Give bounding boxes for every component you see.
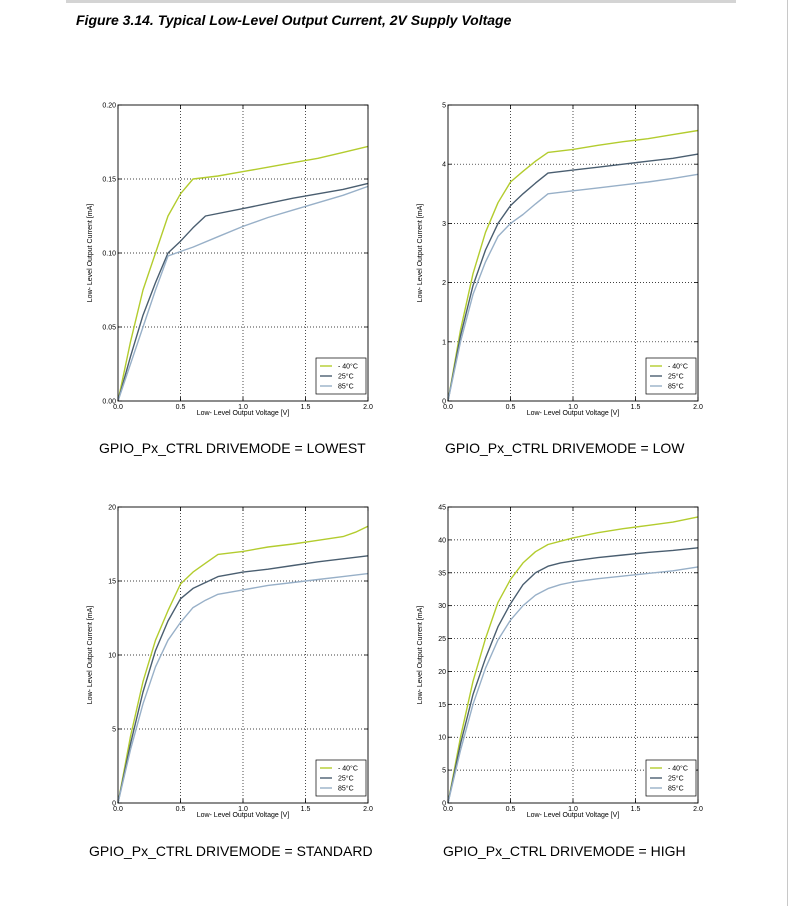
figure-title: Figure 3.14. Typical Low-Level Output Cu… <box>76 12 512 28</box>
grid-lowest <box>118 105 368 401</box>
legend-label-c25: 25°C <box>668 373 684 381</box>
y-tick-label: 5 <box>112 727 116 734</box>
x-tick-label: 1.5 <box>301 806 311 813</box>
series-line-c25-low <box>447 153 699 402</box>
y-tick-label: 35 <box>438 570 446 577</box>
y-axis-label: Low- Level Output Current [mA] <box>417 204 424 302</box>
y-tick-label: 15 <box>108 579 116 586</box>
x-axis-label: Low- Level Output Voltage [V] <box>527 410 620 417</box>
series-line-c25-lowest <box>117 182 369 402</box>
y-axis-label: Low- Level Output Current [mA] <box>87 606 94 704</box>
legend-lowest: - 40°C 25°C 85°C <box>315 357 367 395</box>
legend-label-c25: 25°C <box>668 775 684 783</box>
series-line-minus40-high <box>447 516 699 804</box>
x-tick-label: 1.0 <box>568 806 578 813</box>
series-line-c85-lowest <box>117 185 369 402</box>
series-line-c85-standard <box>117 572 369 804</box>
x-tick-label: 0.0 <box>443 806 453 813</box>
y-tick-label: 10 <box>108 653 116 660</box>
legend-low: - 40°C 25°C 85°C <box>645 357 697 395</box>
chart-caption-low: GPIO_Px_CTRL DRIVEMODE = LOW <box>445 440 685 456</box>
y-tick-label: 40 <box>438 537 446 544</box>
x-tick-label: 0.0 <box>113 404 123 411</box>
legend-label-c85: 85°C <box>338 383 354 391</box>
y-tick-label: 4 <box>442 162 446 169</box>
y-tick-label: 30 <box>438 603 446 610</box>
x-axis-label: Low- Level Output Voltage [V] <box>197 410 290 417</box>
y-tick-label: 0.00 <box>102 399 116 406</box>
x-axis-label: Low- Level Output Voltage [V] <box>197 812 290 819</box>
legend-label-c85: 85°C <box>668 383 684 391</box>
chart-caption-standard: GPIO_Px_CTRL DRIVEMODE = STANDARD <box>89 843 373 859</box>
x-tick-label: 2.0 <box>363 404 373 411</box>
series-line-c85-high <box>447 566 699 804</box>
chart-caption-high: GPIO_Px_CTRL DRIVEMODE = HIGH <box>443 843 686 859</box>
y-tick-label: 5 <box>442 103 446 110</box>
legend-label-minus40: - 40°C <box>338 363 358 371</box>
series-line-c85-low <box>447 173 699 402</box>
x-tick-label: 1.0 <box>238 806 248 813</box>
x-tick-label: 0.5 <box>176 806 186 813</box>
legend-high: - 40°C 25°C 85°C <box>645 759 697 797</box>
legend-label-minus40: - 40°C <box>668 363 688 371</box>
y-axis-label: Low- Level Output Current [mA] <box>87 204 94 302</box>
legend-label-c25: 25°C <box>338 373 354 381</box>
legend-label-c85: 85°C <box>338 785 354 793</box>
x-tick-label: 0.5 <box>506 806 516 813</box>
x-tick-label: 1.0 <box>568 404 578 411</box>
x-tick-label: 0.5 <box>176 404 186 411</box>
y-tick-label: 15 <box>438 702 446 709</box>
chart-panel-lowest: 0.0 0.5 1.0 1.5 2.0 0.00 0.05 0.10 0.15 0.20 Low- … <box>87 103 373 418</box>
legend-label-c25: 25°C <box>338 775 354 783</box>
legend-label-minus40: - 40°C <box>668 765 688 773</box>
grid-low <box>448 105 698 401</box>
series-line-minus40-lowest <box>117 145 369 402</box>
grid-high <box>448 507 698 803</box>
chart-caption-lowest: GPIO_Px_CTRL DRIVEMODE = LOWEST <box>99 440 366 456</box>
x-tick-label: 2.0 <box>363 806 373 813</box>
series-line-minus40-standard <box>117 525 369 804</box>
x-tick-label: 0.0 <box>443 404 453 411</box>
y-tick-label: 25 <box>438 636 446 643</box>
y-tick-label: 0 <box>442 399 446 406</box>
chart-panel-standard: 0.0 0.5 1.0 1.5 2.0 0 5 10 15 20 Low- Level Output… <box>87 505 373 820</box>
legend-label-c85: 85°C <box>668 785 684 793</box>
x-tick-label: 0.0 <box>113 806 123 813</box>
y-tick-label: 0.20 <box>102 103 116 110</box>
y-tick-label: 0 <box>112 801 116 808</box>
x-tick-label: 0.5 <box>506 404 516 411</box>
x-tick-label: 1.5 <box>631 806 641 813</box>
legend-standard: - 40°C 25°C 85°C <box>315 759 367 797</box>
chart-panel-low: 0.0 0.5 1.0 1.5 2.0 0 1 2 3 4 5 Low- Level Output V… <box>417 103 703 418</box>
y-tick-label: 10 <box>438 735 446 742</box>
y-tick-label: 20 <box>108 505 116 512</box>
y-tick-label: 0.15 <box>102 177 116 184</box>
y-tick-label: 1 <box>442 339 446 346</box>
x-tick-label: 1.0 <box>238 404 248 411</box>
y-tick-label: 45 <box>438 505 446 512</box>
y-tick-label: 2 <box>442 280 446 287</box>
x-tick-label: 1.5 <box>301 404 311 411</box>
y-tick-label: 5 <box>442 768 446 775</box>
grid-standard <box>118 507 368 803</box>
legend-label-minus40: - 40°C <box>338 765 358 773</box>
y-tick-label: 20 <box>438 669 446 676</box>
y-tick-label: 0.10 <box>102 251 116 258</box>
y-tick-label: 0 <box>442 801 446 808</box>
x-tick-label: 2.0 <box>693 404 703 411</box>
y-axis-label: Low- Level Output Current [mA] <box>417 606 424 704</box>
chart-panel-high: 0.0 0.5 1.0 1.5 2.0 0 5 10 15 20 25 30 35 40 45 Low- Le… <box>417 505 703 820</box>
y-tick-label: 3 <box>442 221 446 228</box>
x-tick-label: 1.5 <box>631 404 641 411</box>
y-tick-label: 0.05 <box>102 325 116 332</box>
series-line-minus40-low <box>447 129 699 402</box>
x-tick-label: 2.0 <box>693 806 703 813</box>
series-line-c25-high <box>447 547 699 804</box>
x-axis-label: Low- Level Output Voltage [V] <box>527 812 620 819</box>
series-line-c25-standard <box>117 555 369 804</box>
top-rule <box>66 0 736 3</box>
right-rule <box>787 0 788 906</box>
